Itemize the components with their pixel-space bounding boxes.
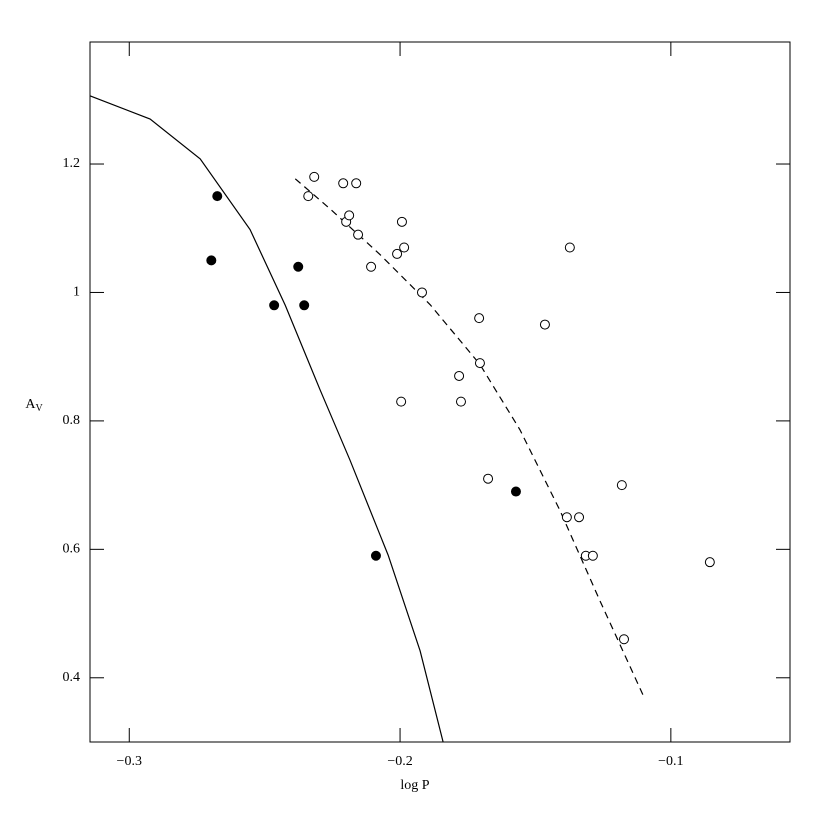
data-point bbox=[303, 191, 314, 202]
data-point bbox=[309, 171, 320, 182]
data-point bbox=[616, 480, 627, 491]
data-point bbox=[399, 242, 410, 253]
fit-curve bbox=[90, 95, 444, 742]
y-axis-label: AV bbox=[25, 397, 43, 414]
data-point bbox=[351, 178, 362, 189]
y-tick-label: 0.8 bbox=[63, 413, 81, 428]
y-tick-label: 1 bbox=[73, 285, 80, 300]
x-tick-label: −0.3 bbox=[117, 754, 142, 769]
data-point bbox=[574, 512, 585, 523]
y-axis-label-main: A bbox=[25, 397, 36, 412]
data-point bbox=[366, 261, 377, 272]
data-point bbox=[454, 370, 465, 381]
y-tick-label: 1.2 bbox=[63, 156, 81, 171]
data-point bbox=[212, 191, 223, 202]
data-point bbox=[561, 512, 572, 523]
data-point bbox=[396, 216, 407, 227]
data-point bbox=[269, 300, 280, 311]
data-point bbox=[392, 248, 403, 259]
data-point bbox=[344, 210, 355, 221]
data-point bbox=[704, 557, 715, 568]
data-point bbox=[338, 178, 349, 189]
data-point bbox=[619, 634, 630, 645]
data-point bbox=[539, 319, 550, 330]
data-point bbox=[370, 550, 381, 561]
x-axis-label: log P bbox=[400, 778, 429, 793]
data-point bbox=[206, 255, 217, 266]
data-point bbox=[416, 287, 427, 298]
fit-curve bbox=[294, 178, 646, 700]
data-point bbox=[587, 550, 598, 561]
data-point bbox=[474, 313, 485, 324]
data-point bbox=[293, 261, 304, 272]
plot-frame bbox=[89, 41, 791, 743]
y-tick-label: 0.6 bbox=[63, 542, 81, 557]
data-point bbox=[474, 358, 485, 369]
x-tick-label: −0.1 bbox=[658, 754, 683, 769]
data-point bbox=[299, 300, 310, 311]
x-tick-label: −0.2 bbox=[387, 754, 412, 769]
y-tick-label: 0.4 bbox=[63, 670, 81, 685]
data-point bbox=[483, 473, 494, 484]
data-point bbox=[396, 396, 407, 407]
data-point bbox=[564, 242, 575, 253]
data-point bbox=[510, 486, 521, 497]
data-point bbox=[353, 229, 364, 240]
data-point bbox=[455, 396, 466, 407]
y-axis-label-sub: V bbox=[35, 403, 43, 414]
